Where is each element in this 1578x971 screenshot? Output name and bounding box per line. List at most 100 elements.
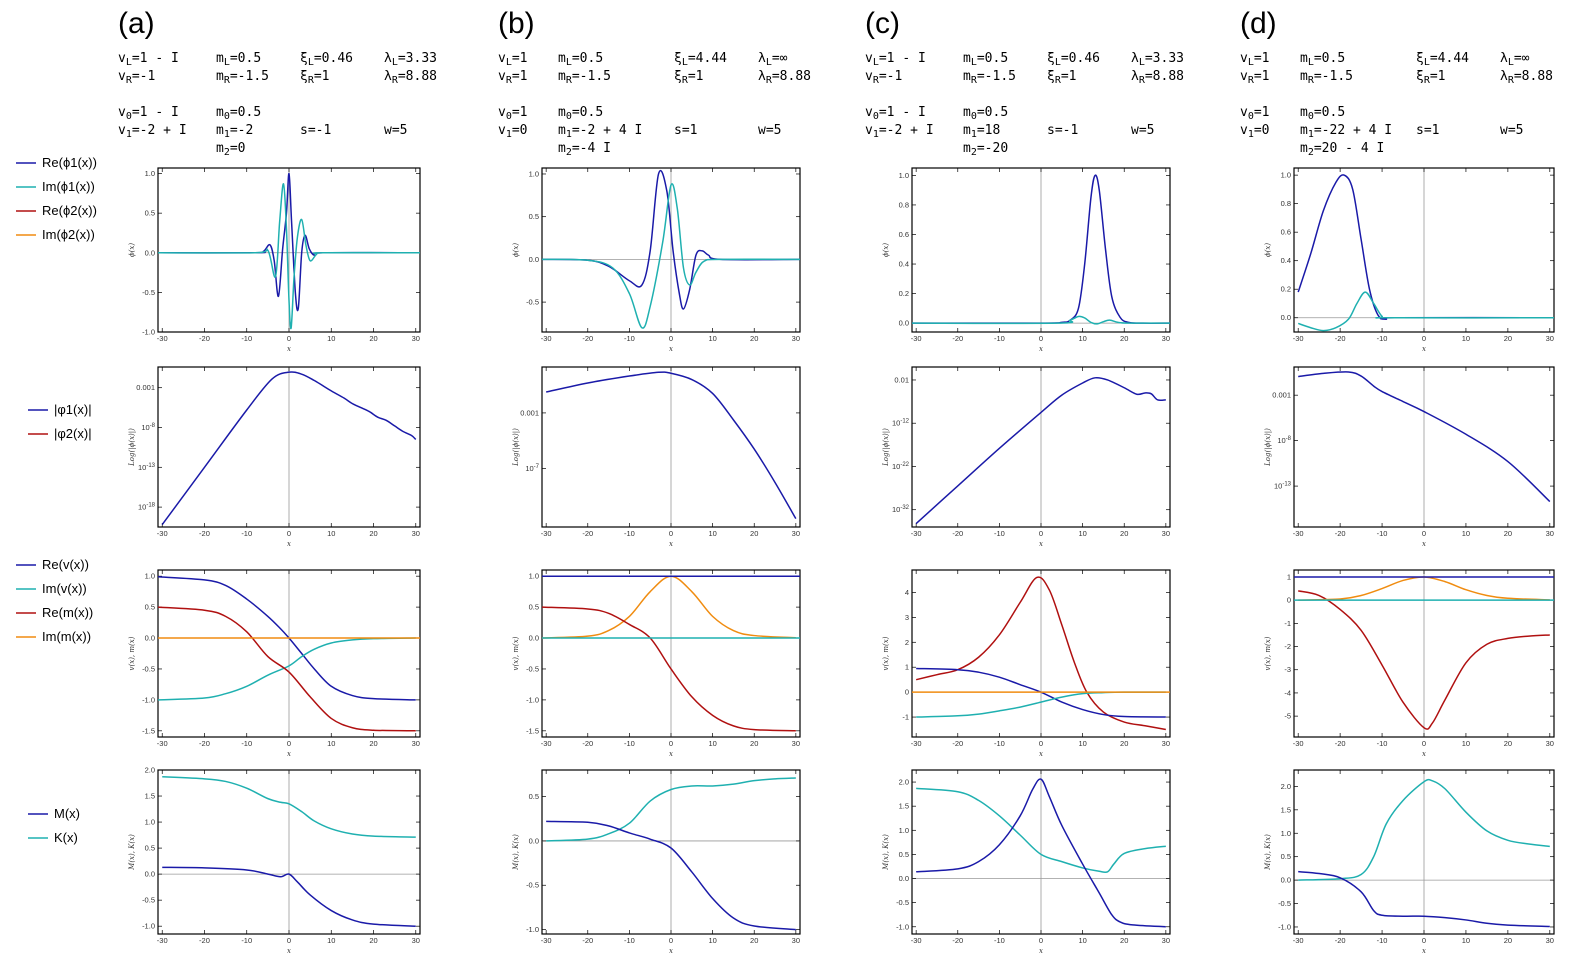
x-tick-label: 20 [369,739,377,748]
param-b-1-1: mR=-1.5 [558,69,611,86]
x-tick-label: -10 [241,739,252,748]
x-axis-label: x [287,750,291,758]
x-tick-label: -30 [1293,739,1304,748]
series-line [1298,590,1550,730]
series-line [158,637,416,701]
y-tick-label: 0.5 [145,209,155,218]
x-tick-label: 20 [369,936,377,945]
x-tick-label: 30 [412,334,420,343]
x-tick-label: 30 [1162,334,1170,343]
x-tick-label: 20 [369,334,377,343]
x-tick-label: 30 [1162,936,1170,945]
x-tick-label: -10 [241,529,252,538]
y-tick-label: 4 [905,588,909,597]
y-axis-label: Log(|ϕ(x)|) [128,428,136,467]
x-tick-label: -30 [1293,936,1304,945]
x-tick-label: -30 [157,936,168,945]
series-line [1298,870,1550,928]
x-tick-label: -10 [1377,529,1388,538]
y-axis-label: v(x), m(x) [512,636,520,670]
x-tick-label: -20 [199,529,210,538]
x-tick-label: 10 [327,334,335,343]
x-tick-label: 30 [1546,334,1554,343]
plot-c-row2: -30 -20 -10 0 10 20 30 x 0.01 10-12 10-22 10-32 Log(… [882,366,1171,548]
param-b-5-1: m2=-4 I [558,141,611,158]
y-axis-label: ϕ(x) [128,243,136,257]
param-b-0-1: mL=0.5 [558,51,603,68]
series-line [162,866,416,927]
x-tick-label: 20 [750,936,758,945]
legend-entry: Im(ϕ2(x)) [42,227,95,242]
x-tick-label: 0 [1039,529,1043,538]
x-tick-label: -20 [199,739,210,748]
x-tick-label: 20 [1504,529,1512,538]
x-tick-label: -10 [1377,334,1388,343]
x-axis-label: x [669,345,673,353]
param-c-0-1: mL=0.5 [963,51,1008,68]
param-b-4-2: s=1 [674,123,697,138]
y-tick-label: 0.6 [1281,228,1291,237]
y-tick-label: 0.0 [899,319,909,328]
series-line [542,606,796,732]
x-tick-label: -30 [911,334,922,343]
x-tick-label: 0 [1422,529,1426,538]
y-tick-label: 3 [905,613,909,622]
x-tick-label: 20 [1120,739,1128,748]
param-a-3-1: m0=0.5 [216,105,261,122]
param-a-0-0: vL=1 - I [118,51,179,68]
param-b-0-0: vL=1 [498,51,528,68]
legend-entry: K(x) [54,830,78,845]
y-axis-label: ϕ(x) [882,243,890,257]
x-tick-label: -10 [624,739,635,748]
x-tick-label: 20 [1120,529,1128,538]
x-tick-label: -10 [624,529,635,538]
y-tick-label: 0.8 [899,200,909,209]
param-b-3-0: v0=1 [498,105,528,122]
param-c-3-0: v0=1 - I [865,105,926,122]
y-tick-label: -1 [902,713,909,722]
param-c-0-3: λL=3.33 [1131,51,1184,68]
x-tick-label: -30 [541,529,552,538]
y-tick-label: 0.5 [1281,852,1291,861]
y-axis-label: v(x), m(x) [1264,636,1272,670]
y-tick-label: -3 [1284,665,1291,674]
param-d-1-0: vR=1 [1240,69,1270,86]
x-axis-label: x [287,540,291,548]
y-tick-label: 10-32 [892,505,910,514]
param-b-1-0: vR=1 [498,69,528,86]
param-c-1-3: λR=8.88 [1131,69,1184,86]
y-tick-label: 2.0 [1281,782,1291,791]
y-tick-label: -0.5 [142,896,155,905]
series-line [161,371,417,526]
param-a-5-1: m2=0 [216,141,246,158]
y-tick-label: -1.0 [896,922,909,931]
legend-entry: Im(ϕ1(x)) [42,179,95,194]
x-tick-label: 0 [1422,739,1426,748]
param-c-5-1: m2=-20 [963,141,1008,158]
x-tick-label: 30 [1162,739,1170,748]
plot-a-row2: -30 -20 -10 0 10 20 30 x 0.001 10-8 10-13 10-18 Log(… [128,366,421,548]
y-tick-label: 0.001 [136,383,155,392]
param-d-0-3: λL=∞ [1500,51,1530,68]
y-tick-label: 0.2 [899,289,909,298]
plot-a-row3: -30 -20 -10 0 10 20 30 x 1.0 0.5 0.0 -0.5 -1.0 -1.5 v(… [128,569,421,758]
y-axis-label: M(x), K(x) [882,834,890,871]
x-tick-label: 20 [369,529,377,538]
y-tick-label: 1 [1287,572,1291,581]
param-c-1-1: mR=-1.5 [963,69,1016,86]
x-tick-label: -10 [241,334,252,343]
y-tick-label: 1.0 [1281,829,1291,838]
param-c-1-0: vR=-1 [865,69,902,86]
x-tick-label: -10 [624,334,635,343]
x-tick-label: 20 [1504,334,1512,343]
y-tick-label: -0.5 [142,288,155,297]
x-tick-label: 20 [1120,334,1128,343]
param-c-0-2: ξL=0.46 [1047,51,1100,68]
y-tick-label: 1.0 [1281,171,1291,180]
panel-label-b: (b) [498,7,535,40]
x-tick-label: 30 [412,936,420,945]
x-axis-label: x [1039,750,1043,758]
x-tick-label: 10 [1462,529,1470,538]
x-tick-label: -20 [582,936,593,945]
